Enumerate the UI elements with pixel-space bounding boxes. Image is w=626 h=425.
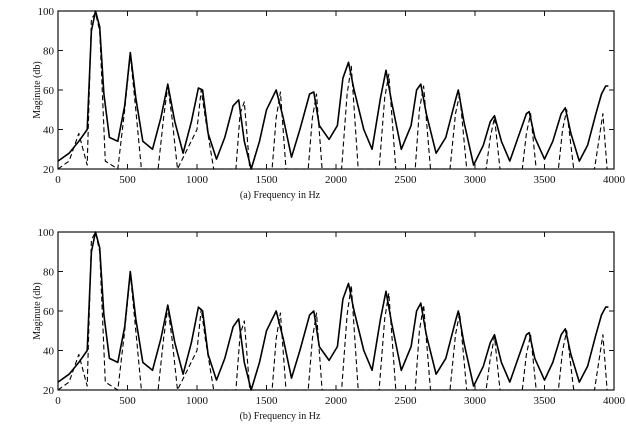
- y-tick-label: 100: [38, 227, 55, 239]
- x-ticks-a: 0 500 1000 1500 2000 2500 3000 3500 4000: [55, 11, 626, 186]
- x-tick-label: 2000: [325, 174, 348, 186]
- x-tick-label: 500: [119, 395, 136, 407]
- x-tick-label: 4000: [603, 395, 626, 407]
- x-tick-label: 1500: [256, 395, 279, 407]
- x-tick-label: 1000: [186, 174, 209, 186]
- x-axis-label-a: (a) Frequency in Hz: [240, 190, 321, 201]
- x-tick-label: 3000: [464, 395, 487, 407]
- x-tick-label: 0: [55, 174, 61, 186]
- y-tick-label: 20: [43, 164, 55, 176]
- y-tick-label: 60: [43, 85, 55, 97]
- y-ticks-b: 20 40 60 80 100: [38, 227, 614, 397]
- y-tick-label: 40: [43, 346, 55, 358]
- x-ticks-b: 0 500 1000 1500 2000 2500 3000 3500 4000: [55, 232, 626, 407]
- y-tick-label: 60: [43, 306, 55, 318]
- x-tick-label: 2000: [325, 395, 348, 407]
- x-axis-label-b: (b) Frequency in Hz: [240, 411, 321, 422]
- x-tick-label: 2500: [395, 174, 418, 186]
- x-tick-label: 2500: [395, 395, 418, 407]
- x-tick-label: 3000: [464, 174, 487, 186]
- x-tick-label: 4000: [603, 174, 626, 186]
- x-tick-label: 0: [55, 395, 61, 407]
- x-tick-label: 500: [119, 174, 136, 186]
- series-line-solid: [57, 10, 609, 170]
- series-line-dashed: [57, 231, 608, 391]
- y-tick-label: 100: [38, 6, 55, 18]
- y-axis-label-b: Maginute (db): [32, 282, 43, 340]
- x-tick-label: 3500: [534, 174, 557, 186]
- y-tick-label: 80: [43, 267, 55, 279]
- x-tick-label: 1500: [256, 174, 279, 186]
- y-tick-label: 20: [43, 385, 55, 397]
- panel-a: 20 40 60 80 100 0 500 1000 1500 2000 2500 3000 3500…: [32, 6, 626, 201]
- plot-frame-a: [57, 10, 615, 170]
- y-ticks-a: 20 40 60 80 100: [38, 6, 614, 176]
- series-line-dashed: [57, 12, 608, 170]
- plot-area-b: [57, 231, 609, 391]
- y-tick-label: 80: [43, 46, 55, 58]
- y-tick-label: 40: [43, 125, 55, 137]
- x-tick-label: 1000: [186, 395, 209, 407]
- plot-frame-b: [57, 231, 615, 391]
- plot-area-a: [57, 10, 609, 170]
- y-axis-label-a: Maginute (db): [32, 61, 43, 119]
- series-line-solid: [57, 231, 609, 391]
- panel-b: 20 40 60 80 100 0 500 1000 1500 2000 2500 3000 3500…: [32, 227, 626, 422]
- x-tick-label: 3500: [534, 395, 557, 407]
